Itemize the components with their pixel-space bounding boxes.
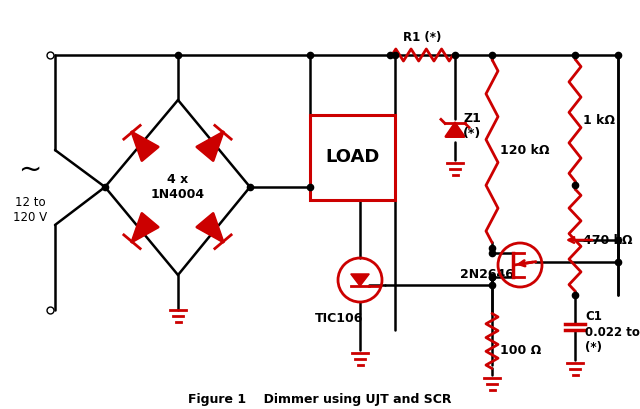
Polygon shape bbox=[132, 132, 158, 161]
Text: ~: ~ bbox=[19, 156, 42, 184]
Polygon shape bbox=[197, 213, 223, 242]
Text: 2N2646: 2N2646 bbox=[460, 268, 514, 281]
Text: 4 x
1N4004: 4 x 1N4004 bbox=[151, 173, 205, 201]
Polygon shape bbox=[197, 132, 223, 161]
Polygon shape bbox=[132, 213, 158, 242]
Text: 100 Ω: 100 Ω bbox=[500, 344, 541, 357]
Polygon shape bbox=[446, 124, 464, 137]
Polygon shape bbox=[351, 274, 369, 286]
Text: TIC106: TIC106 bbox=[315, 312, 364, 324]
Text: 470 kΩ: 470 kΩ bbox=[583, 234, 632, 247]
Text: 12 to
120 V: 12 to 120 V bbox=[13, 196, 47, 224]
FancyBboxPatch shape bbox=[310, 115, 395, 200]
Text: LOAD: LOAD bbox=[325, 148, 380, 166]
Text: Z1
(*): Z1 (*) bbox=[463, 112, 481, 140]
Text: C1
0.022 to
(*): C1 0.022 to (*) bbox=[585, 310, 640, 353]
Text: 1 kΩ: 1 kΩ bbox=[583, 114, 615, 126]
Text: Figure 1    Dimmer using UJT and SCR: Figure 1 Dimmer using UJT and SCR bbox=[188, 393, 452, 407]
Text: 120 kΩ: 120 kΩ bbox=[500, 144, 550, 157]
Text: R1 (*): R1 (*) bbox=[403, 31, 442, 43]
